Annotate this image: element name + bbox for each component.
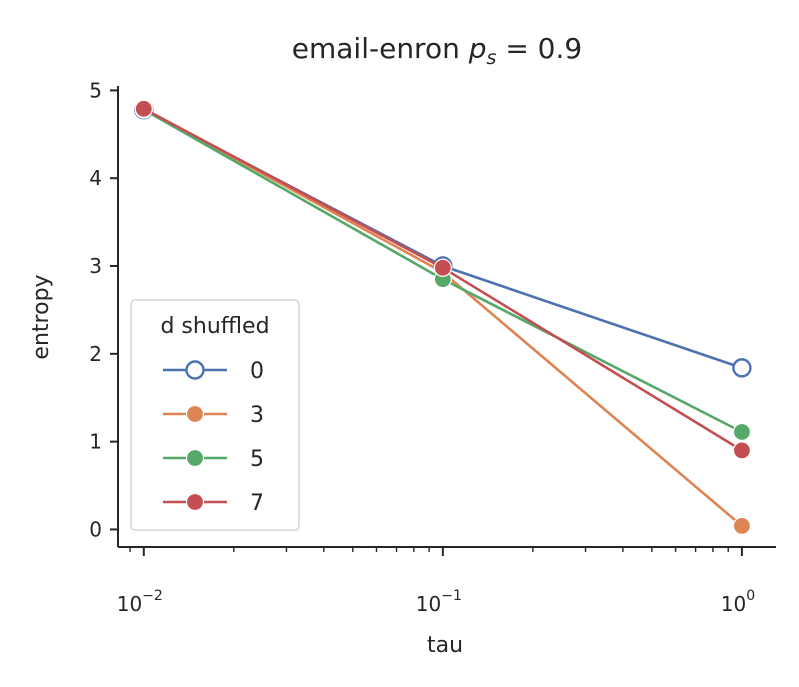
series-7 <box>134 99 752 460</box>
legend-title: d shuffled <box>160 314 269 339</box>
data-point <box>134 99 153 118</box>
x-tick-label-exponent: −2 <box>142 588 163 604</box>
data-point <box>433 258 452 277</box>
legend-marker <box>185 492 205 512</box>
legend: d shuffled 0 3 5 7 <box>130 299 300 531</box>
x-axis-label: tau <box>427 633 463 658</box>
x-tick-label-exponent: −1 <box>441 588 462 604</box>
legend-label: 3 <box>250 403 264 428</box>
x-tick-label: 10−2 <box>117 588 163 616</box>
chart-title-math-rest: = 0.9 <box>496 32 582 65</box>
x-tick-label: 10−1 <box>416 588 462 616</box>
legend-marker <box>185 404 205 424</box>
x-tick-label-base: 10 <box>721 592 746 616</box>
y-tick-label: 2 <box>89 342 102 366</box>
data-point <box>732 358 752 378</box>
legend-marker <box>185 360 205 380</box>
y-tick-label: 1 <box>89 430 102 454</box>
data-point <box>732 422 752 442</box>
legend-label: 7 <box>250 491 264 516</box>
legend-entry-3: 3 <box>163 403 264 428</box>
legend-entry-7: 7 <box>163 491 264 516</box>
y-tick-label: 4 <box>89 166 102 190</box>
x-tick-label: 100 <box>721 588 755 616</box>
chart-title: email-enron ps = 0.9 <box>292 32 582 69</box>
data-point <box>732 441 752 460</box>
chart-title-prefix: email-enron <box>292 32 469 65</box>
chart-title-math-subscript: s <box>487 47 497 69</box>
chart-title-math-variable: p <box>468 32 487 65</box>
legend-label: 0 <box>250 359 264 384</box>
legend-entry-5: 5 <box>163 447 264 472</box>
x-tick-label-base: 10 <box>117 592 142 616</box>
y-axis-label: entropy <box>29 274 54 359</box>
y-tick-label: 5 <box>89 78 102 102</box>
y-tick-label: 3 <box>89 254 102 278</box>
legend-marker <box>185 448 205 468</box>
data-point <box>732 516 752 536</box>
legend-label: 5 <box>250 447 264 472</box>
x-tick-label-exponent: 0 <box>746 588 755 604</box>
x-tick-label-base: 10 <box>416 592 441 616</box>
series-layer <box>134 99 752 536</box>
y-tick-label: 0 <box>89 517 102 541</box>
legend-entry-0: 0 <box>163 359 264 384</box>
